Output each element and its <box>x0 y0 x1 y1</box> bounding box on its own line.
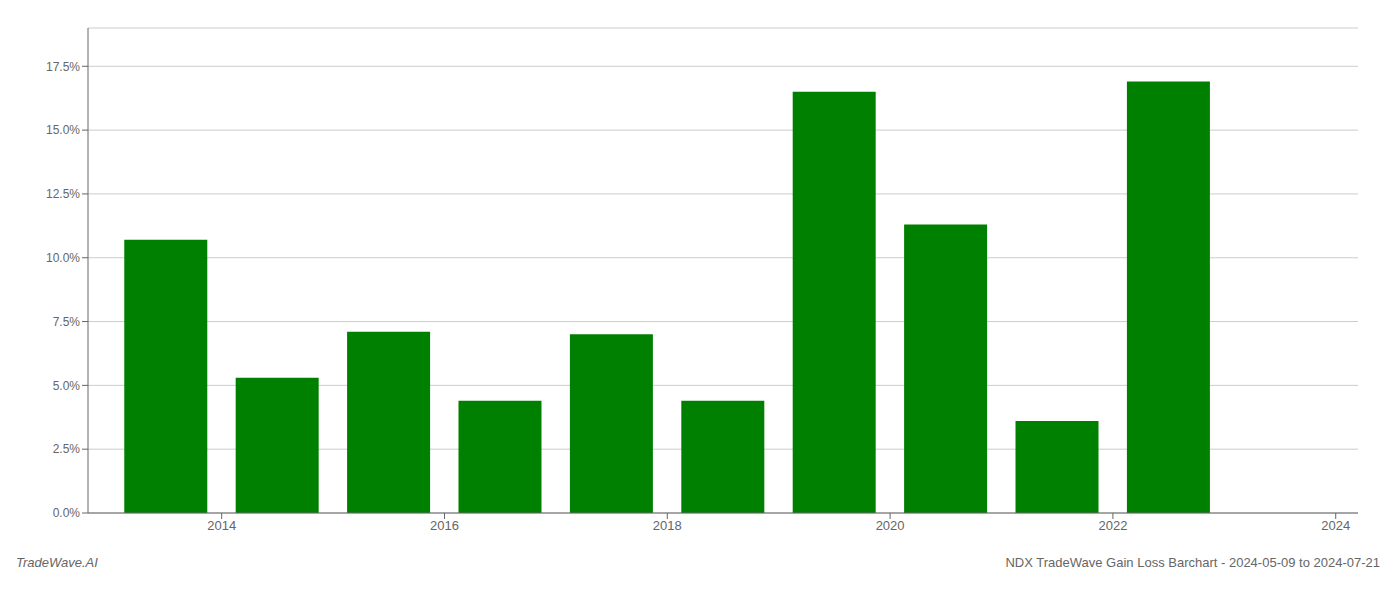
svg-text:5.0%: 5.0% <box>53 379 81 393</box>
svg-text:2024: 2024 <box>1321 518 1350 533</box>
svg-text:12.5%: 12.5% <box>46 187 80 201</box>
svg-text:17.5%: 17.5% <box>46 60 80 74</box>
svg-text:2018: 2018 <box>653 518 682 533</box>
svg-text:10.0%: 10.0% <box>46 251 80 265</box>
svg-text:15.0%: 15.0% <box>46 123 80 137</box>
svg-text:0.0%: 0.0% <box>53 506 81 520</box>
svg-text:2014: 2014 <box>207 518 236 533</box>
svg-text:2016: 2016 <box>430 518 459 533</box>
svg-text:7.5%: 7.5% <box>53 315 81 329</box>
html-text:TradeWave.AI: TradeWave.AI <box>16 555 98 570</box>
svg-text:2022: 2022 <box>1098 518 1127 533</box>
html-text:NDX TradeWave Gain Loss Barcha: NDX TradeWave Gain Loss Barchart - 2024-… <box>1005 555 1380 570</box>
svg-text:2020: 2020 <box>876 518 905 533</box>
svg-text:2.5%: 2.5% <box>53 442 81 456</box>
